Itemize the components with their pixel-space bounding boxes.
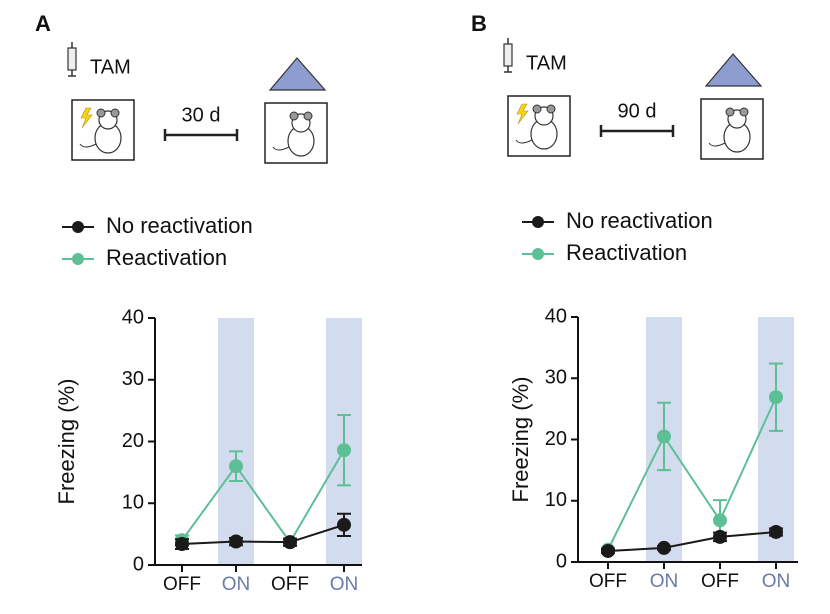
series-line [607, 530, 777, 552]
legend-label: Reactivation [106, 245, 227, 270]
x-tick-label: OFF [271, 574, 309, 595]
data-point [769, 524, 783, 539]
mouse-ear [725, 107, 735, 117]
legend-marker [72, 253, 84, 265]
mouse-ear [739, 107, 749, 117]
mouse-ear [303, 111, 313, 121]
y-tick-label: 40 [545, 305, 567, 327]
data-point [713, 513, 727, 528]
y-tick-label: 10 [122, 492, 144, 514]
legend-marker [72, 221, 84, 233]
interval-label: 90 d [618, 100, 657, 122]
y-tick-label: 30 [545, 367, 567, 389]
highlight-band [758, 317, 794, 562]
mouse-ear [546, 104, 556, 114]
legend-label: Reactivation [566, 240, 687, 265]
mouse-ear [289, 111, 299, 121]
data-point [713, 529, 727, 544]
y-tick-label: 20 [122, 430, 144, 452]
legend-marker [532, 248, 544, 260]
mouse-tail [515, 139, 533, 144]
data-point [657, 429, 671, 444]
highlight-band [218, 318, 254, 565]
mouse-tail [708, 142, 726, 147]
drug-label: TAM [90, 56, 131, 78]
data-point [229, 534, 243, 549]
syringe [67, 47, 77, 71]
data-point [337, 443, 351, 458]
panel-label: A [35, 11, 51, 36]
lightning [516, 103, 529, 125]
mouse-ear [96, 108, 106, 118]
mouse-tail [79, 143, 97, 148]
x-tick-label: ON [650, 571, 679, 592]
data-point [283, 535, 297, 550]
y-tick-label: 0 [133, 553, 144, 575]
legend-label: No reactivation [566, 208, 713, 233]
mouse-tail [272, 146, 290, 151]
legend-marker [532, 216, 544, 228]
data-point [175, 537, 189, 552]
syringe [503, 43, 513, 67]
data-point [769, 390, 783, 405]
interval-label: 30 d [182, 104, 221, 126]
mouse-ear [110, 108, 120, 118]
y-tick-label: 20 [545, 428, 567, 450]
series-line [607, 396, 777, 551]
drug-label: TAM [526, 52, 567, 74]
x-tick-label: OFF [589, 571, 627, 592]
y-tick-label: 0 [556, 550, 567, 572]
y-tick-label: 30 [122, 368, 144, 390]
data-point [657, 540, 671, 555]
x-tick-label: ON [222, 574, 251, 595]
data-point [601, 543, 615, 558]
lightning [80, 107, 93, 129]
y-tick-label: 10 [545, 489, 567, 511]
mouse-ear [532, 104, 542, 114]
legend-label: No reactivation [106, 213, 253, 238]
panel-label: B [471, 11, 487, 36]
y-axis-label: Freezing (%) [508, 377, 533, 503]
x-tick-label: ON [762, 571, 791, 592]
y-axis-label: Freezing (%) [54, 379, 79, 505]
data-point [337, 517, 351, 532]
x-tick-label: OFF [163, 574, 201, 595]
x-tick-label: OFF [701, 571, 739, 592]
series-line [181, 449, 345, 544]
x-tick-label: ON [330, 574, 359, 595]
series-line [181, 523, 345, 546]
y-tick-label: 40 [122, 306, 144, 328]
data-point [229, 459, 243, 474]
light-triangle [704, 53, 763, 87]
light-triangle [268, 57, 327, 91]
